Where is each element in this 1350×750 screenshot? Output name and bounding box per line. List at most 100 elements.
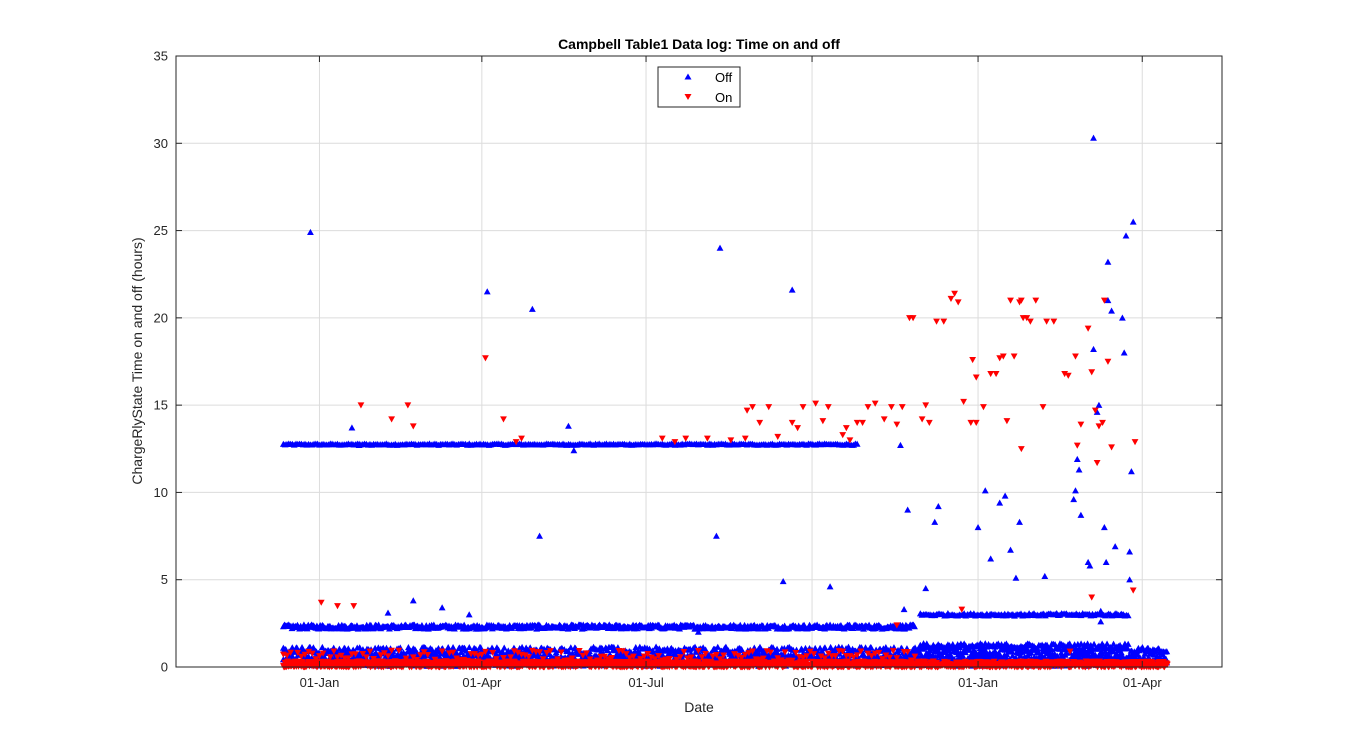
on-point [676, 654, 684, 661]
off-point [694, 628, 702, 635]
on-point [619, 648, 626, 655]
on-point [648, 654, 655, 661]
off-point [1097, 618, 1105, 625]
off-point [1030, 611, 1038, 618]
on-point [590, 658, 598, 666]
on-point [857, 648, 865, 655]
on-point [799, 404, 807, 411]
on-point [875, 649, 883, 656]
on-point [420, 649, 428, 656]
on-point [317, 599, 325, 606]
on-point [626, 655, 634, 662]
off-point [987, 555, 995, 562]
on-point [366, 648, 374, 655]
on-point [352, 651, 359, 658]
on-point [824, 404, 832, 411]
off-point [931, 518, 939, 525]
on-point [630, 653, 637, 660]
on-point [898, 404, 906, 411]
off-point [1126, 576, 1134, 583]
off-point [1046, 645, 1054, 652]
off-point [714, 643, 722, 650]
on-point [500, 416, 507, 423]
off-point [860, 651, 868, 658]
off-point [788, 286, 796, 293]
off-point [1090, 345, 1097, 352]
on-point [731, 651, 738, 658]
on-point [326, 654, 334, 661]
on-point [449, 649, 457, 656]
on-point [543, 649, 551, 657]
off-point [1097, 607, 1105, 614]
off-point [904, 506, 912, 513]
on-point [404, 402, 412, 409]
on-point [817, 653, 825, 660]
on-point [812, 400, 820, 407]
off-point [996, 499, 1004, 506]
on-point [644, 650, 652, 658]
on-point [507, 654, 515, 661]
on-point [770, 658, 778, 665]
on-point [893, 655, 901, 662]
on-point [803, 653, 811, 660]
on-point [334, 654, 341, 661]
on-point [864, 404, 872, 411]
on-point [287, 649, 294, 656]
on-point [409, 654, 417, 661]
on-point [745, 650, 753, 657]
on-point [482, 648, 489, 656]
off-point [1103, 640, 1111, 647]
off-point [483, 288, 491, 295]
on-point [357, 402, 365, 409]
off-point [911, 623, 918, 630]
on-point [464, 657, 471, 665]
on-point [409, 423, 417, 430]
off-point [1070, 496, 1078, 503]
on-point [911, 653, 919, 660]
off-point [821, 644, 829, 651]
on-point [698, 654, 706, 661]
off-point [1072, 487, 1079, 494]
off-point [1104, 258, 1112, 265]
off-point [565, 422, 572, 429]
on-point [1163, 661, 1171, 668]
off-point [299, 645, 307, 653]
on-point [727, 437, 735, 444]
off-point [1108, 307, 1115, 314]
on-point [633, 658, 641, 665]
on-point [413, 657, 421, 664]
on-point [651, 656, 659, 663]
on-point [765, 404, 773, 411]
off-point [356, 644, 364, 651]
on-point [337, 652, 345, 659]
on-point [871, 400, 879, 407]
on-point [839, 648, 847, 655]
on-point [316, 653, 323, 660]
on-point [767, 649, 774, 656]
off-point [1086, 562, 1094, 569]
on-point [774, 655, 782, 662]
on-point [359, 650, 367, 658]
off-point [738, 647, 746, 654]
on-point [658, 435, 666, 442]
on-point [604, 656, 612, 663]
off-point [853, 440, 861, 447]
on-point [694, 647, 702, 655]
on-point [880, 416, 888, 423]
on-point [819, 418, 827, 425]
off-point [1075, 466, 1083, 473]
on-point [666, 656, 673, 663]
off-point [530, 651, 538, 659]
off-point [769, 644, 777, 651]
off-point [1104, 297, 1112, 304]
off-point [827, 643, 835, 651]
on-point [536, 649, 543, 656]
on-point [860, 659, 868, 666]
on-point [673, 656, 681, 663]
on-point [853, 652, 861, 659]
on-point [554, 656, 562, 663]
on-point [702, 650, 709, 658]
on-point [680, 649, 688, 656]
on-point [846, 437, 854, 444]
